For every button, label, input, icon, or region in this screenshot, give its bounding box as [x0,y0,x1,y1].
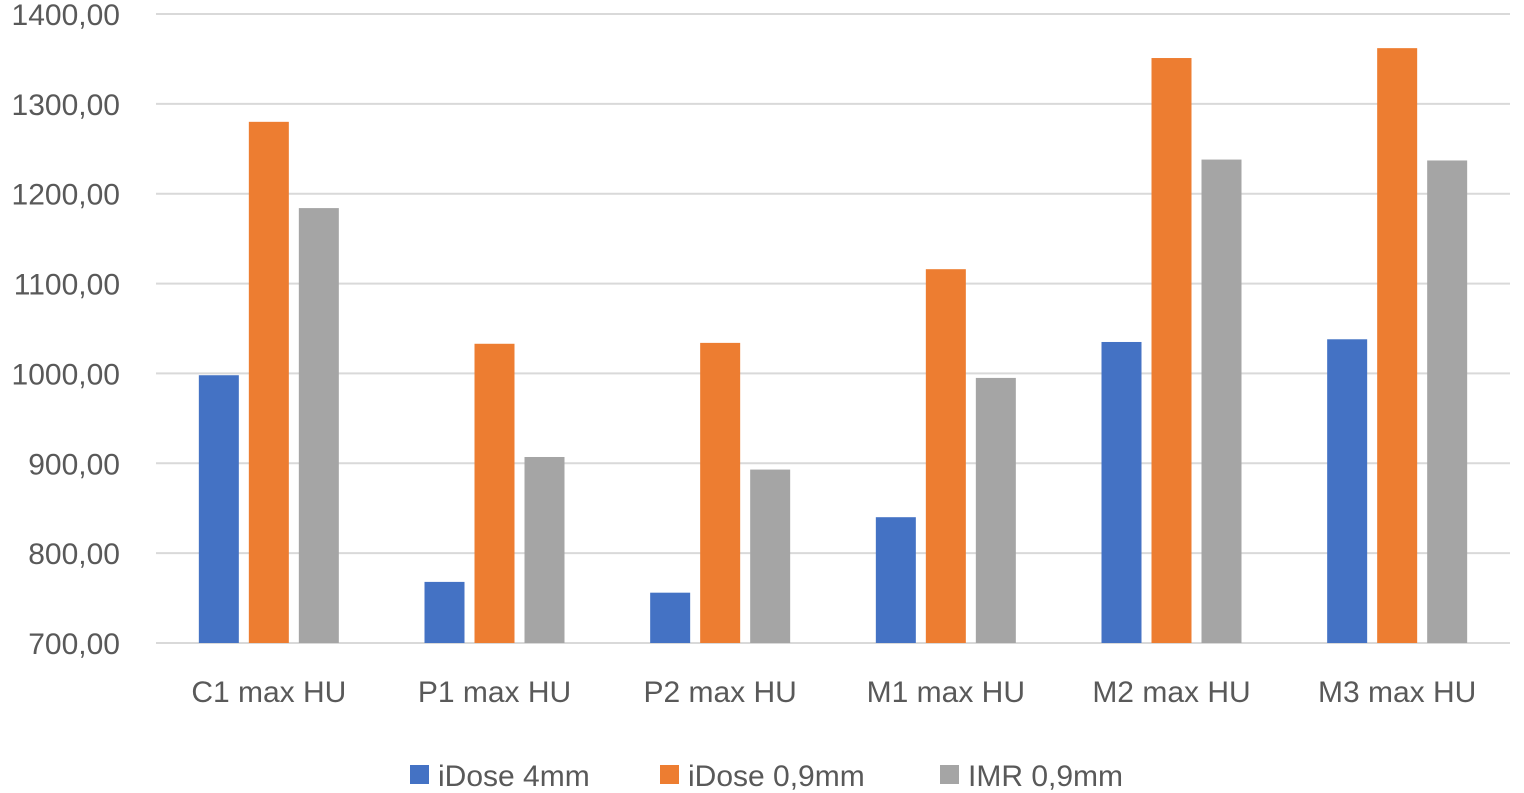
x-category-label: M3 max HU [1318,676,1476,709]
bar-idose-0-9mm-p2-max-hu [700,342,741,643]
bar-idose-0-9mm-m3-max-hu [1377,48,1418,644]
bar-idose-4mm-m1-max-hu [875,517,916,643]
legend-label: iDose 4mm [438,760,590,793]
legend: iDose 4mm iDose 0,9mm IMR 0,9mm [410,760,1123,793]
bar-idose-0-9mm-m1-max-hu [925,269,966,643]
bar-imr-0-9mm-c1-max-hu [298,208,339,643]
legend-label: iDose 0,9mm [688,760,865,793]
bar-idose-4mm-m2-max-hu [1101,341,1142,643]
x-category-label: M1 max HU [867,676,1025,709]
bars [198,48,1468,644]
x-category-label: P1 max HU [418,676,571,709]
bar-idose-0-9mm-p1-max-hu [474,343,515,643]
y-tick-label: 1300,00 [12,89,120,122]
bar-idose-4mm-p1-max-hu [424,581,465,643]
bar-idose-4mm-c1-max-hu [198,375,239,643]
bar-idose-0-9mm-c1-max-hu [248,121,289,644]
x-category-label: M2 max HU [1092,676,1250,709]
bar-imr-0-9mm-p2-max-hu [750,469,791,643]
bar-imr-0-9mm-p1-max-hu [524,456,565,643]
gridlines [156,13,1510,644]
y-tick-label: 1000,00 [12,358,120,391]
y-axis-tick-labels: 700,00 800,00 900,00 1000,00 1100,00 1200,00 1… [12,0,120,661]
bar-idose-0-9mm-m2-max-hu [1151,58,1192,643]
bar-imr-0-9mm-m2-max-hu [1201,159,1242,643]
legend-label: IMR 0,9mm [968,760,1123,793]
y-tick-label: 1400,00 [12,0,120,32]
y-tick-label: 700,00 [28,628,120,661]
y-tick-label: 800,00 [28,538,120,571]
bar-imr-0-9mm-m1-max-hu [975,377,1016,643]
bar-idose-4mm-m3-max-hu [1327,339,1368,643]
y-tick-label: 1100,00 [14,269,120,302]
legend-swatch [940,765,959,784]
x-category-label: P2 max HU [643,676,796,709]
bar-idose-4mm-p2-max-hu [650,592,691,643]
legend-swatch [410,765,429,784]
bar-imr-0-9mm-m3-max-hu [1427,160,1468,643]
x-category-label: C1 max HU [191,676,346,709]
x-axis-category-labels: C1 max HU P1 max HU P2 max HU M1 max HU M2 m… [191,676,1476,709]
y-tick-label: 900,00 [28,448,120,481]
legend-swatch [660,765,679,784]
y-tick-label: 1200,00 [12,179,120,212]
